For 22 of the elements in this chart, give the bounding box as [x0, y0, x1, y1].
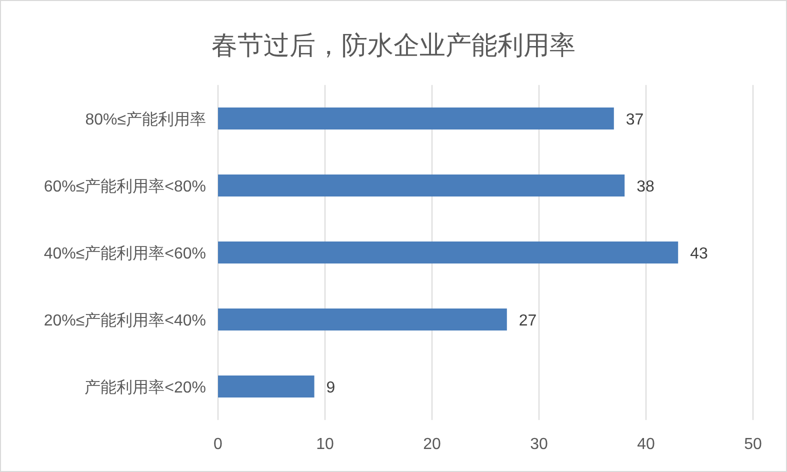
bar [218, 108, 614, 130]
x-tick-label: 10 [316, 436, 334, 453]
y-tick-label: 产能利用率<20% [84, 378, 206, 396]
bar [218, 174, 625, 196]
y-tick-label: 60%≤产能利用率<80% [44, 178, 206, 196]
bar [218, 376, 314, 398]
x-tick-label: 30 [530, 436, 548, 453]
data-label: 43 [690, 246, 708, 262]
data-label: 37 [626, 112, 644, 128]
y-tick-label: 20%≤产能利用率<40% [44, 312, 206, 330]
x-tick-label: 40 [637, 436, 655, 453]
chart-title: 春节过后，防水企业产能利用率 [212, 30, 576, 60]
data-label: 38 [636, 178, 654, 196]
x-tick-label: 50 [744, 436, 762, 453]
bar [218, 308, 507, 330]
data-label: 27 [518, 312, 537, 330]
x-tick-label: 20 [423, 436, 441, 453]
y-tick-label: 40%≤产能利用率<60% [44, 244, 206, 262]
x-tick-label: 0 [214, 436, 223, 453]
data-label: 9 [326, 380, 336, 396]
y-tick-label: 80%≤产能利用率 [85, 110, 206, 128]
bar [218, 242, 678, 264]
